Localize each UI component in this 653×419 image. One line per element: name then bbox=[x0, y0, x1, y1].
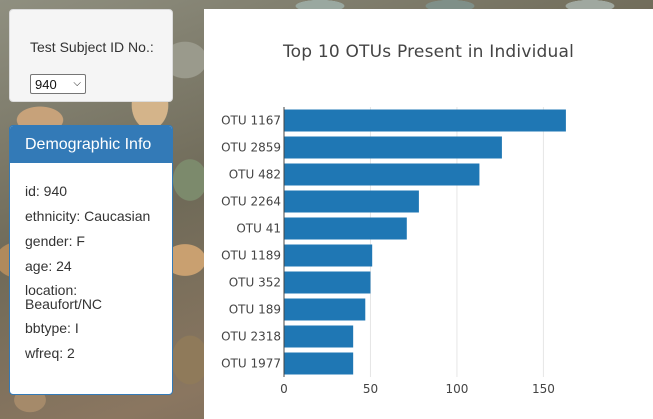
y-tick-label: OTU 2859 bbox=[221, 141, 281, 155]
bar[interactable] bbox=[284, 190, 419, 213]
chart-title: Top 10 OTUs Present in Individual bbox=[282, 42, 575, 62]
bar-chart[interactable]: 0 50 100 150 OTU 1167 OTU 2859 OTU 482 OTU 2264… bbox=[204, 9, 653, 419]
y-tick-label: OTU 1189 bbox=[221, 249, 281, 263]
bar[interactable] bbox=[284, 136, 502, 159]
subject-id-label: Test Subject ID No.: bbox=[30, 39, 154, 55]
bar[interactable] bbox=[284, 217, 407, 240]
x-tick-label: 100 bbox=[445, 382, 468, 396]
y-tick-label: OTU 189 bbox=[229, 303, 281, 317]
demo-id: id: 940 bbox=[25, 183, 68, 199]
y-tick-label: OTU 1977 bbox=[221, 357, 281, 371]
y-tick-label: OTU 2318 bbox=[221, 330, 281, 344]
subject-id-dropdown[interactable]: 940 ⌵ bbox=[30, 74, 86, 94]
demo-gender: gender: F bbox=[25, 233, 85, 249]
demo-age: age: 24 bbox=[25, 258, 72, 274]
x-tick-label: 50 bbox=[363, 382, 378, 396]
demo-wfreq: wfreq: 2 bbox=[25, 345, 75, 361]
y-tick-label: OTU 352 bbox=[229, 276, 281, 290]
y-tick-label: OTU 41 bbox=[236, 222, 281, 236]
bar[interactable] bbox=[284, 352, 354, 375]
y-tick-label: OTU 482 bbox=[229, 168, 281, 182]
bar[interactable] bbox=[284, 244, 373, 267]
bar-chart-panel: Top 10 OTUs Present in Individual 0 50 100… bbox=[204, 9, 653, 419]
demo-location: location: Beaufort/NC bbox=[25, 282, 103, 312]
y-tick-label: OTU 2264 bbox=[221, 195, 281, 209]
bar[interactable] bbox=[284, 163, 480, 186]
demo-bbtype: bbtype: I bbox=[25, 320, 79, 336]
subject-id-value: 940 bbox=[35, 76, 57, 92]
demo-ethnicity: ethnicity: Caucasian bbox=[25, 208, 151, 224]
subject-selector-panel: Test Subject ID No.: 940 ⌵ bbox=[9, 9, 173, 102]
y-tick-label: OTU 1167 bbox=[221, 114, 281, 128]
bar[interactable] bbox=[284, 298, 366, 321]
bar[interactable] bbox=[284, 109, 566, 132]
x-tick-label: 150 bbox=[532, 382, 555, 396]
bar[interactable] bbox=[284, 271, 371, 294]
demographic-header: Demographic Info bbox=[10, 126, 172, 163]
demographic-panel: Demographic Info id: 940 ethnicity: Cauc… bbox=[9, 125, 173, 395]
bar[interactable] bbox=[284, 325, 354, 348]
chevron-down-icon: ⌵ bbox=[73, 78, 81, 89]
demographic-body: id: 940 ethnicity: Caucasian gender: F a… bbox=[10, 163, 172, 361]
x-tick-label: 0 bbox=[280, 382, 288, 396]
